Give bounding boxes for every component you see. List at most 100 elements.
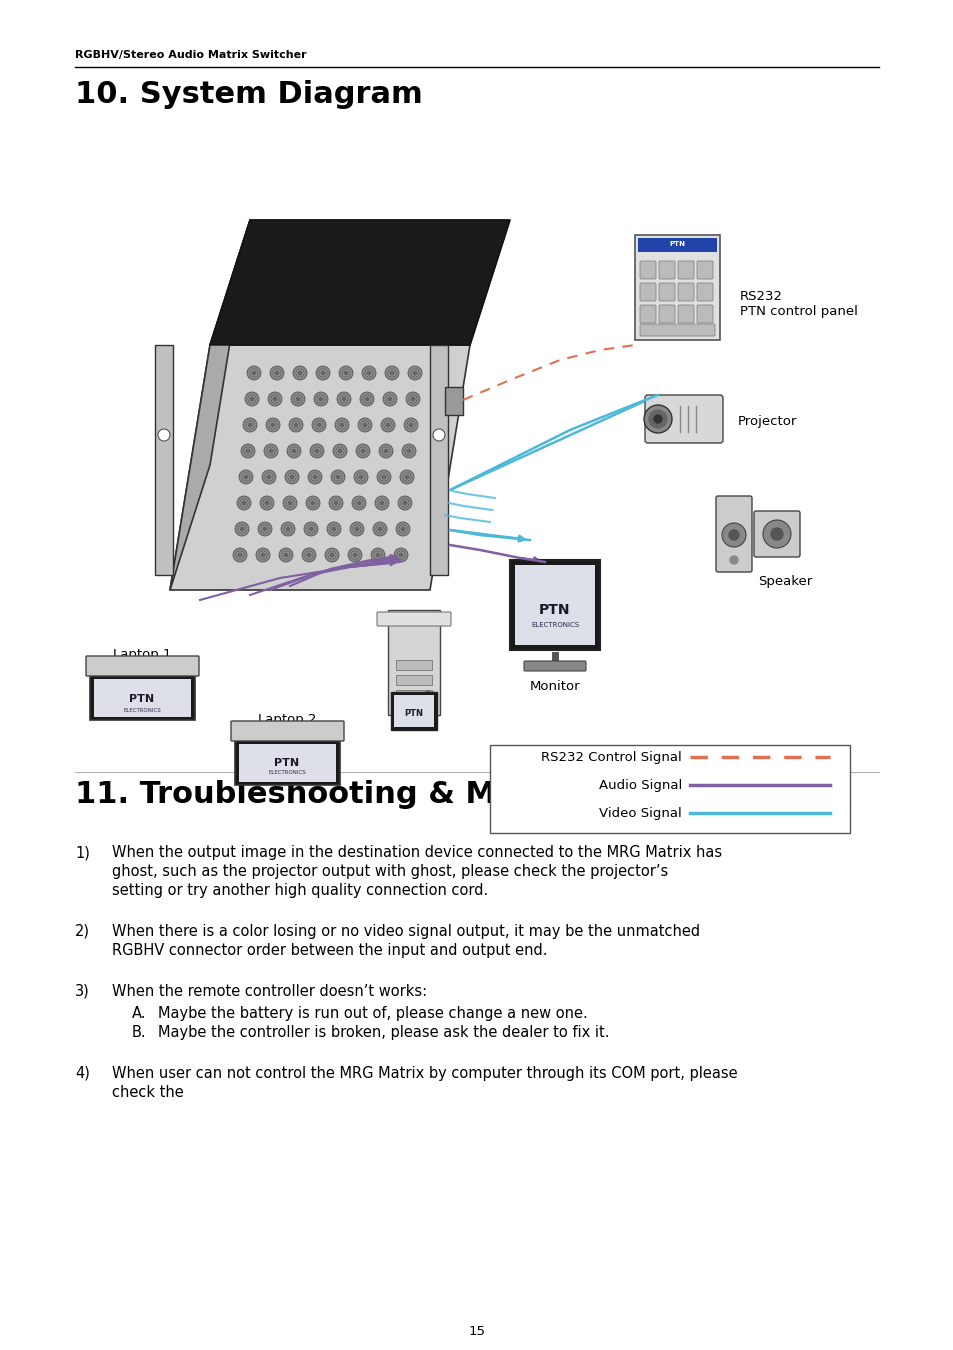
FancyBboxPatch shape: [678, 305, 693, 323]
Circle shape: [242, 501, 246, 505]
Circle shape: [267, 475, 271, 479]
Text: PC: PC: [405, 610, 422, 622]
FancyBboxPatch shape: [659, 305, 675, 323]
Circle shape: [358, 447, 367, 455]
Circle shape: [244, 447, 252, 455]
Circle shape: [287, 444, 301, 458]
Circle shape: [365, 397, 369, 401]
Circle shape: [338, 366, 353, 379]
Circle shape: [388, 397, 392, 401]
Circle shape: [271, 423, 274, 427]
Circle shape: [265, 501, 269, 505]
Circle shape: [402, 501, 407, 505]
Circle shape: [274, 371, 278, 375]
Text: ELECTRONICS: ELECTRONICS: [531, 622, 578, 628]
Text: 11. Troubleshooting & Maintenance: 11. Troubleshooting & Maintenance: [75, 780, 685, 809]
Text: 4): 4): [75, 1066, 90, 1081]
Circle shape: [357, 418, 372, 432]
FancyBboxPatch shape: [394, 695, 434, 728]
FancyBboxPatch shape: [635, 235, 720, 340]
Circle shape: [316, 396, 325, 404]
Circle shape: [242, 472, 250, 481]
Circle shape: [352, 495, 366, 510]
Text: Audio Signal: Audio Signal: [598, 779, 681, 791]
Circle shape: [273, 397, 276, 401]
Circle shape: [721, 522, 745, 547]
Circle shape: [729, 556, 738, 564]
Circle shape: [379, 501, 384, 505]
Text: A.: A.: [132, 1006, 147, 1021]
Circle shape: [353, 525, 360, 533]
Circle shape: [413, 371, 416, 375]
Circle shape: [260, 495, 274, 510]
Text: RGBHV/Stereo Audio Matrix Switcher: RGBHV/Stereo Audio Matrix Switcher: [75, 50, 306, 59]
Circle shape: [307, 554, 311, 558]
Circle shape: [290, 447, 297, 455]
Circle shape: [240, 500, 248, 508]
Text: ELECTRONICS: ELECTRONICS: [123, 707, 161, 713]
Circle shape: [311, 472, 318, 481]
Circle shape: [288, 501, 292, 505]
Circle shape: [267, 447, 274, 455]
Circle shape: [376, 470, 391, 485]
FancyBboxPatch shape: [659, 284, 675, 301]
Polygon shape: [210, 220, 510, 346]
Circle shape: [248, 396, 255, 404]
Circle shape: [405, 447, 413, 455]
Text: PTN: PTN: [538, 603, 570, 617]
Circle shape: [411, 369, 418, 377]
Text: Laptop 1: Laptop 1: [112, 648, 172, 662]
Text: B.: B.: [132, 1025, 147, 1040]
Circle shape: [316, 423, 320, 427]
Circle shape: [247, 366, 261, 379]
FancyBboxPatch shape: [639, 305, 656, 323]
Circle shape: [382, 392, 396, 406]
Circle shape: [390, 371, 394, 375]
Circle shape: [385, 366, 398, 379]
Polygon shape: [234, 740, 339, 784]
Circle shape: [289, 418, 303, 432]
Circle shape: [285, 470, 298, 485]
Circle shape: [286, 526, 290, 531]
Circle shape: [384, 421, 392, 429]
Text: ghost, such as the projector output with ghost, please check the projector’s: ghost, such as the projector output with…: [112, 864, 667, 879]
Circle shape: [262, 470, 275, 485]
Circle shape: [407, 450, 411, 454]
FancyBboxPatch shape: [231, 721, 344, 741]
FancyBboxPatch shape: [395, 675, 432, 684]
Circle shape: [397, 495, 412, 510]
Circle shape: [360, 421, 369, 429]
Circle shape: [263, 526, 267, 531]
Circle shape: [728, 531, 739, 540]
Text: check the: check the: [112, 1085, 184, 1100]
Circle shape: [380, 418, 395, 432]
FancyBboxPatch shape: [395, 660, 432, 670]
Circle shape: [269, 421, 276, 429]
Circle shape: [367, 371, 371, 375]
Circle shape: [356, 472, 365, 481]
Circle shape: [337, 421, 346, 429]
Polygon shape: [90, 675, 194, 720]
FancyBboxPatch shape: [639, 284, 656, 301]
Polygon shape: [170, 220, 250, 590]
Circle shape: [313, 447, 320, 455]
FancyBboxPatch shape: [697, 261, 712, 279]
Text: PTN: PTN: [274, 757, 299, 768]
Circle shape: [237, 525, 246, 533]
Circle shape: [363, 423, 367, 427]
Circle shape: [233, 548, 247, 562]
Text: PTN: PTN: [668, 242, 684, 247]
Circle shape: [241, 444, 254, 458]
Circle shape: [341, 397, 346, 401]
Polygon shape: [170, 346, 470, 590]
Circle shape: [377, 500, 386, 508]
Text: PTN: PTN: [130, 694, 154, 703]
Circle shape: [407, 421, 415, 429]
Circle shape: [339, 396, 348, 404]
Circle shape: [313, 475, 316, 479]
Circle shape: [330, 554, 334, 558]
Circle shape: [278, 548, 293, 562]
Circle shape: [375, 495, 389, 510]
Circle shape: [356, 501, 360, 505]
Circle shape: [246, 450, 250, 454]
